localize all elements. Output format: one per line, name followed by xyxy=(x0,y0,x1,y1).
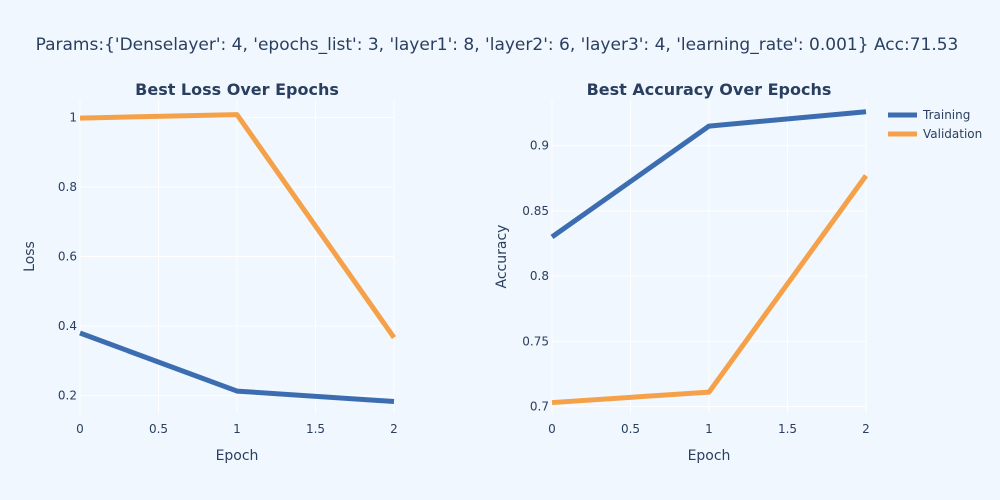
accuracy-y-tick-label: 0.75 xyxy=(522,334,549,348)
accuracy-y-tick-label: 0.85 xyxy=(522,204,549,218)
loss-validation-line xyxy=(79,112,397,339)
accuracy-x-tick-label: 0.5 xyxy=(621,422,640,436)
legend: Training Validation xyxy=(888,108,982,141)
accuracy-training-line xyxy=(550,109,867,239)
accuracy-y-tick-label: 0.7 xyxy=(530,399,549,413)
accuracy-x-axis-title: Epoch xyxy=(688,448,731,464)
loss-chart-title: Best Loss Over Epochs xyxy=(135,80,339,99)
accuracy-x-tick-label: 2 xyxy=(862,422,870,436)
loss-y-tick-label: 0.6 xyxy=(58,250,77,264)
accuracy-y-tick-label: 0.9 xyxy=(530,139,549,153)
accuracy-x-tick-label: 1.5 xyxy=(778,422,797,436)
accuracy-y-axis-title: Accuracy xyxy=(494,225,510,289)
accuracy-chart-title: Best Accuracy Over Epochs xyxy=(587,80,832,99)
page-title: Params:{'Denselayer': 4, 'epochs_list': … xyxy=(36,35,959,55)
legend-validation-label: Validation xyxy=(923,127,982,141)
loss-y-axis-title: Loss xyxy=(22,241,38,272)
accuracy-x-tick-label: 0 xyxy=(548,422,556,436)
loss-x-tick-label: 1 xyxy=(233,422,241,436)
loss-x-tick-label: 0 xyxy=(76,422,84,436)
loss-x-tick-label: 1.5 xyxy=(306,422,325,436)
loss-y-tick-label: 0.2 xyxy=(58,389,77,403)
accuracy-chart: 0 0.5 1 1.5 2 0.7 0.75 0.8 0.85 0.9 Best Accuracy … xyxy=(494,80,870,464)
loss-y-tick-label: 0.4 xyxy=(58,319,77,333)
loss-training-line xyxy=(79,330,395,405)
loss-y-tick-label: 1 xyxy=(69,110,77,124)
loss-x-tick-label: 0.5 xyxy=(149,422,168,436)
loss-x-axis-title: Epoch xyxy=(216,448,259,464)
legend-training-label: Training xyxy=(922,108,970,122)
loss-y-tick-label: 0.8 xyxy=(58,180,77,194)
loss-x-tick-label: 2 xyxy=(390,422,398,436)
loss-chart: 0 0.5 1 1.5 2 0.2 0.4 0.6 0.8 1 Best Loss Over Epo… xyxy=(22,80,398,464)
accuracy-x-tick-label: 1 xyxy=(705,422,713,436)
accuracy-validation-line xyxy=(551,174,869,406)
accuracy-y-tick-label: 0.8 xyxy=(530,269,549,283)
